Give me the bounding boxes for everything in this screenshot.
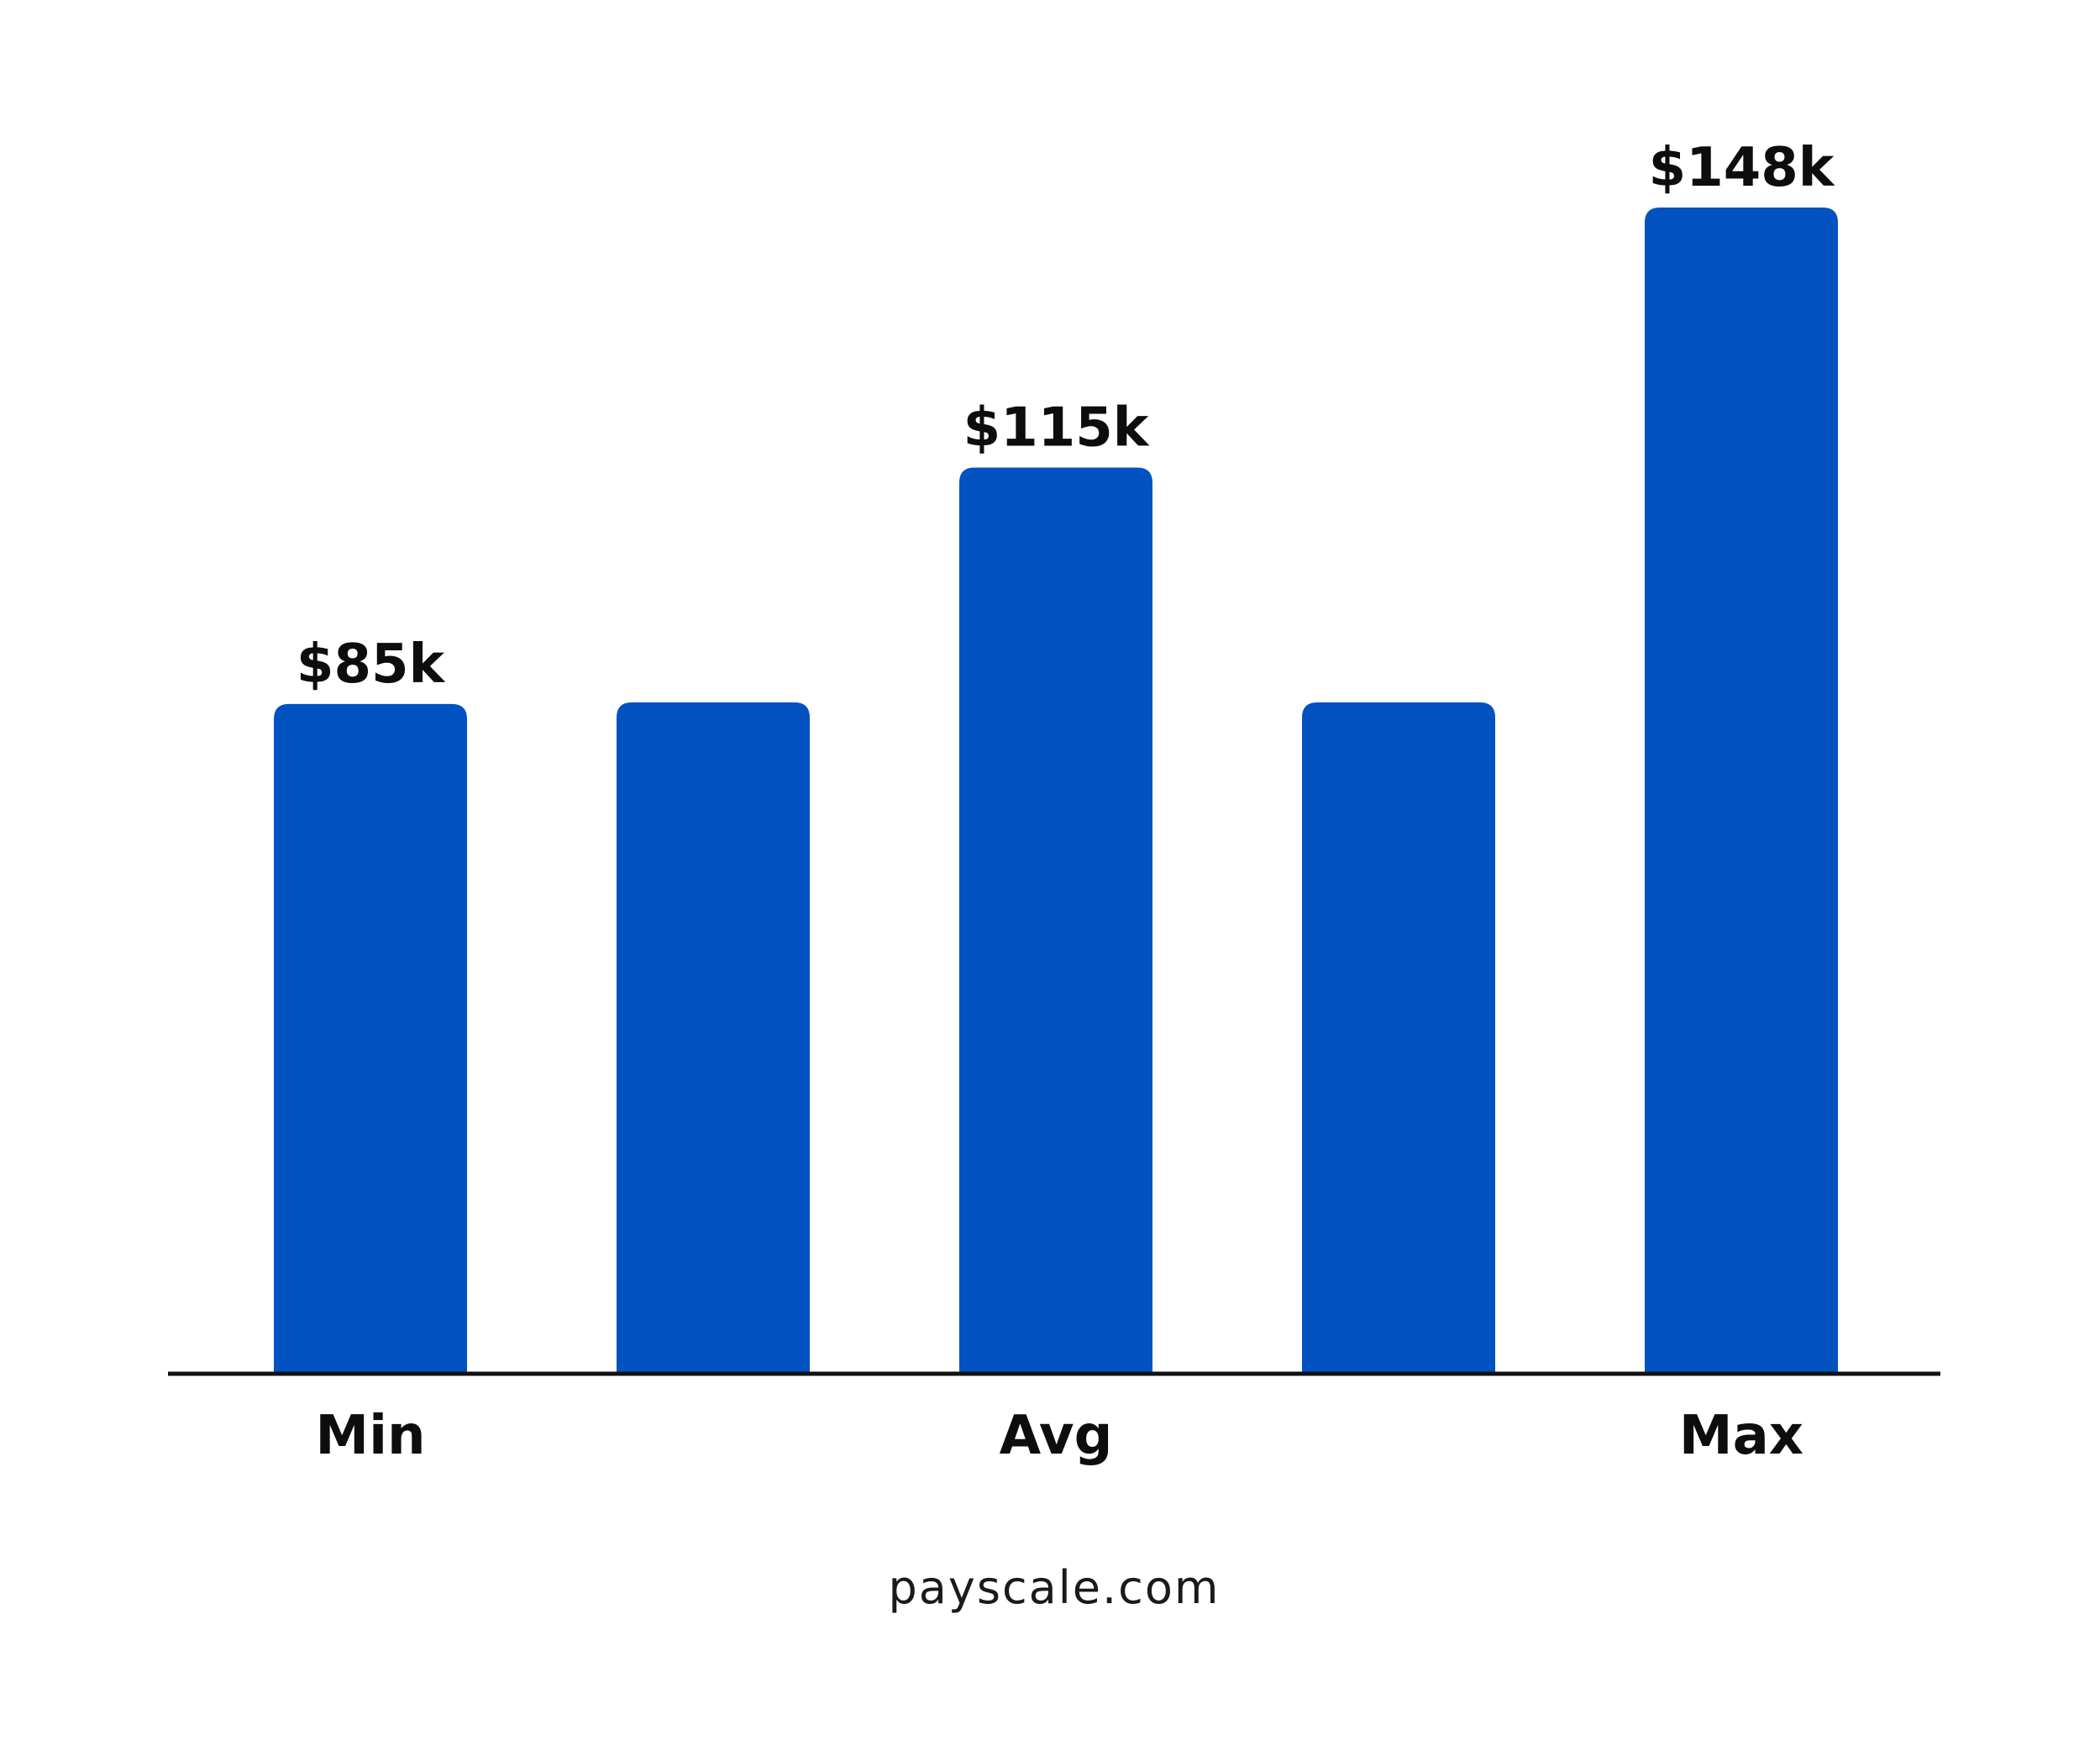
- value-label-3: $115k: [963, 397, 1150, 459]
- category-labels-group: Min Avg Max: [315, 1405, 1803, 1467]
- bar-4: [1302, 702, 1495, 1374]
- category-label-max: Max: [1679, 1405, 1803, 1467]
- bar-2: [617, 702, 810, 1374]
- value-label-5: $148k: [1649, 137, 1835, 199]
- bar-1: [274, 703, 467, 1374]
- category-label-avg: Avg: [1000, 1405, 1113, 1467]
- category-label-min: Min: [315, 1405, 425, 1467]
- bars-group: [274, 208, 1838, 1374]
- source-label: payscale.com: [889, 1561, 1221, 1614]
- bar-3: [959, 467, 1152, 1374]
- value-labels-group: $85k $115k $148k: [297, 137, 1835, 696]
- bar-5: [1645, 208, 1838, 1374]
- value-label-1: $85k: [297, 634, 446, 696]
